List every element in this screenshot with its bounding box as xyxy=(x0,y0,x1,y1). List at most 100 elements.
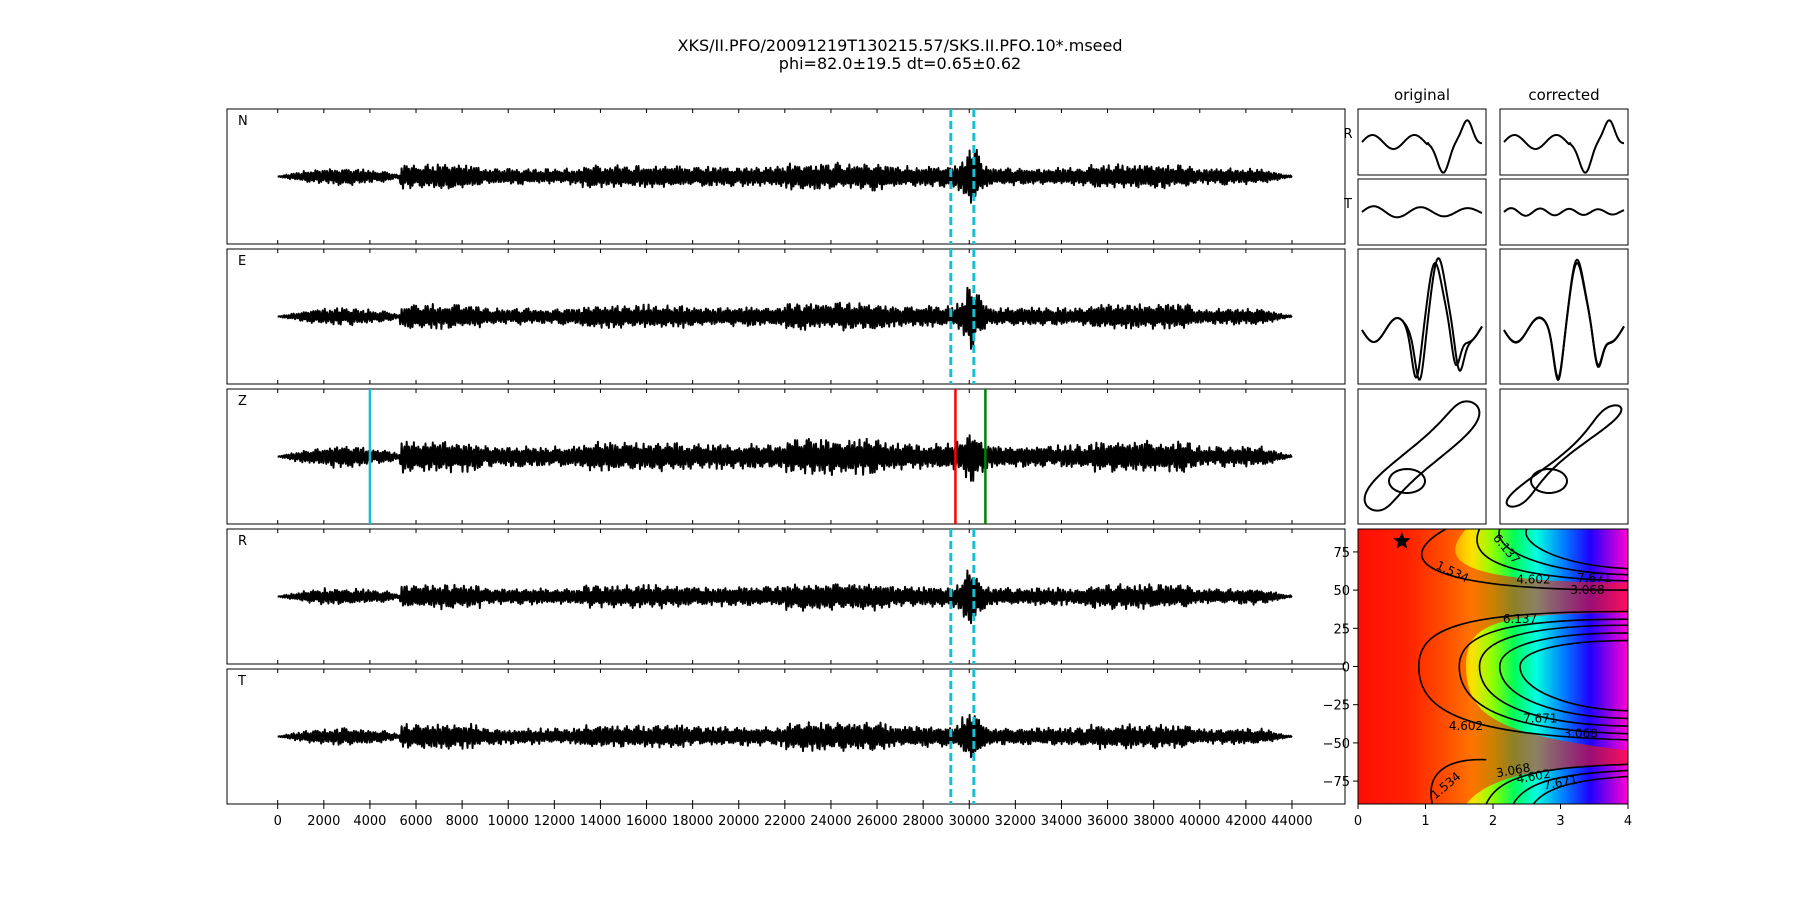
red-band xyxy=(1358,529,1628,804)
contour-label: 6.137 xyxy=(1503,612,1537,626)
panel-frame-N xyxy=(226,108,1346,245)
contour-group: 1.5343.0684.6026.1377.6716.1377.6714.602… xyxy=(1358,529,1628,804)
contour-line xyxy=(1476,529,1628,582)
contour-line xyxy=(1498,529,1628,576)
x-tick-label: 16000 xyxy=(626,814,667,829)
x-tick-label: 36000 xyxy=(1087,814,1128,829)
err-x-tick-label: 3 xyxy=(1556,814,1564,829)
x-tick-label: 8000 xyxy=(446,814,479,829)
contour-label: 7.671 xyxy=(1523,711,1557,725)
panel-label-Z: Z xyxy=(238,394,247,409)
panel-frame-R xyxy=(226,528,1346,665)
err-y-tick-label: 50 xyxy=(1333,584,1350,599)
x-tick-label: 0 xyxy=(274,814,282,829)
x-tick-label: 12000 xyxy=(534,814,575,829)
x-tick-label: 32000 xyxy=(995,814,1036,829)
contour-label: 3.068 xyxy=(1564,727,1598,741)
column-title-corrected: corrected xyxy=(1528,86,1599,104)
x-tick-label: 34000 xyxy=(1041,814,1082,829)
contour-label: 3.068 xyxy=(1495,761,1531,781)
particle-loop xyxy=(1388,468,1426,494)
x-tick-label: 6000 xyxy=(399,814,432,829)
err-y-tick-label: −25 xyxy=(1323,699,1350,714)
err-x-tick-label: 0 xyxy=(1354,814,1362,829)
column-title-original: original xyxy=(1394,86,1450,104)
x-tick-label: 44000 xyxy=(1271,814,1312,829)
x-tick-label: 42000 xyxy=(1225,814,1266,829)
contour-label: 7.671 xyxy=(1577,571,1611,585)
contour-label: 4.602 xyxy=(1449,719,1483,733)
seismogram-panels: N E Z R T xyxy=(226,108,1346,805)
x-tick-label: 14000 xyxy=(580,814,621,829)
trace-R xyxy=(1503,119,1625,174)
contour-line xyxy=(1430,758,1487,804)
panel-frame-E xyxy=(226,248,1346,385)
x-tick-label: 28000 xyxy=(902,814,943,829)
small-panel-overlay xyxy=(1499,248,1629,385)
waveform-E xyxy=(277,286,1293,350)
particle-loop xyxy=(1530,468,1568,494)
panel-label-N: N xyxy=(238,114,248,129)
contour-label: 3.068 xyxy=(1570,583,1604,597)
waveform-Z xyxy=(277,434,1293,482)
contour-label: 7.671 xyxy=(1542,773,1578,793)
particle-motion xyxy=(1505,404,1623,508)
small-panel-R xyxy=(1499,108,1629,176)
figure-title: XKS/II.PFO/20091219T130215.57/SKS.II.PFO… xyxy=(677,36,1123,55)
trace-T xyxy=(1503,207,1625,217)
x-tick-label: 4000 xyxy=(353,814,386,829)
row-label-R: R xyxy=(1343,127,1352,142)
small-panel-overlay xyxy=(1357,248,1487,385)
contour-line xyxy=(1420,529,1628,591)
panel-label-R: R xyxy=(238,534,247,549)
x-tick-label: 26000 xyxy=(856,814,897,829)
err-y-tick-label: 75 xyxy=(1333,546,1350,561)
panel-frame-Z xyxy=(226,388,1346,525)
x-tick-label: 40000 xyxy=(1179,814,1220,829)
overlay-red xyxy=(1503,258,1625,381)
contour-label: 4.602 xyxy=(1516,572,1550,586)
err-y-tick-label: −50 xyxy=(1323,737,1350,752)
err-x-tick-label: 2 xyxy=(1489,814,1497,829)
small-panel-R xyxy=(1357,108,1487,176)
waveform-R xyxy=(277,569,1293,625)
trace-T xyxy=(1361,205,1483,219)
panel-label-T: T xyxy=(237,674,246,689)
x-tick-label: 10000 xyxy=(488,814,529,829)
trace-R xyxy=(1361,119,1483,174)
x-tick-label: 2000 xyxy=(307,814,340,829)
contour-line xyxy=(1532,775,1628,804)
figure-subtitle: phi=82.0±19.5 dt=0.65±0.62 xyxy=(778,54,1022,73)
overlay-red xyxy=(1361,262,1483,379)
contour-line xyxy=(1485,763,1628,804)
x-tick-label: 30000 xyxy=(949,814,990,829)
contour-line xyxy=(1478,624,1628,727)
small-panel-T xyxy=(1357,178,1487,246)
contour-line xyxy=(1525,529,1628,570)
err-y-tick-label: 25 xyxy=(1333,622,1350,637)
small-panel-T xyxy=(1499,178,1629,246)
x-tick-label: 38000 xyxy=(1133,814,1174,829)
waveform-N xyxy=(277,148,1293,204)
small-panel-particle-motion xyxy=(1357,388,1487,525)
x-tick-label: 24000 xyxy=(810,814,851,829)
waveform-T xyxy=(277,713,1293,759)
particle-motion xyxy=(1363,400,1481,512)
err-y-tick-label: 0 xyxy=(1342,661,1350,676)
err-y-tick-label: −75 xyxy=(1323,775,1350,790)
particle-panels: original corrected R T xyxy=(1343,86,1629,525)
overlay-black xyxy=(1361,257,1483,381)
panel-frame-T xyxy=(226,668,1346,805)
x-tick-label: 18000 xyxy=(672,814,713,829)
contour-line xyxy=(1512,769,1628,804)
axes-ticks: 0 2000 4000 6000 8000 10000 12000 14000 16000 180… xyxy=(274,546,1633,829)
x-tick-label: 22000 xyxy=(764,814,805,829)
contour-line xyxy=(1458,618,1628,735)
contour-line xyxy=(1417,610,1628,741)
err-x-tick-label: 1 xyxy=(1421,814,1429,829)
x-tick-label: 20000 xyxy=(718,814,759,829)
best-fit-star xyxy=(1393,532,1411,549)
panel-label-E: E xyxy=(238,254,246,269)
small-panel-particle-motion xyxy=(1499,388,1629,525)
